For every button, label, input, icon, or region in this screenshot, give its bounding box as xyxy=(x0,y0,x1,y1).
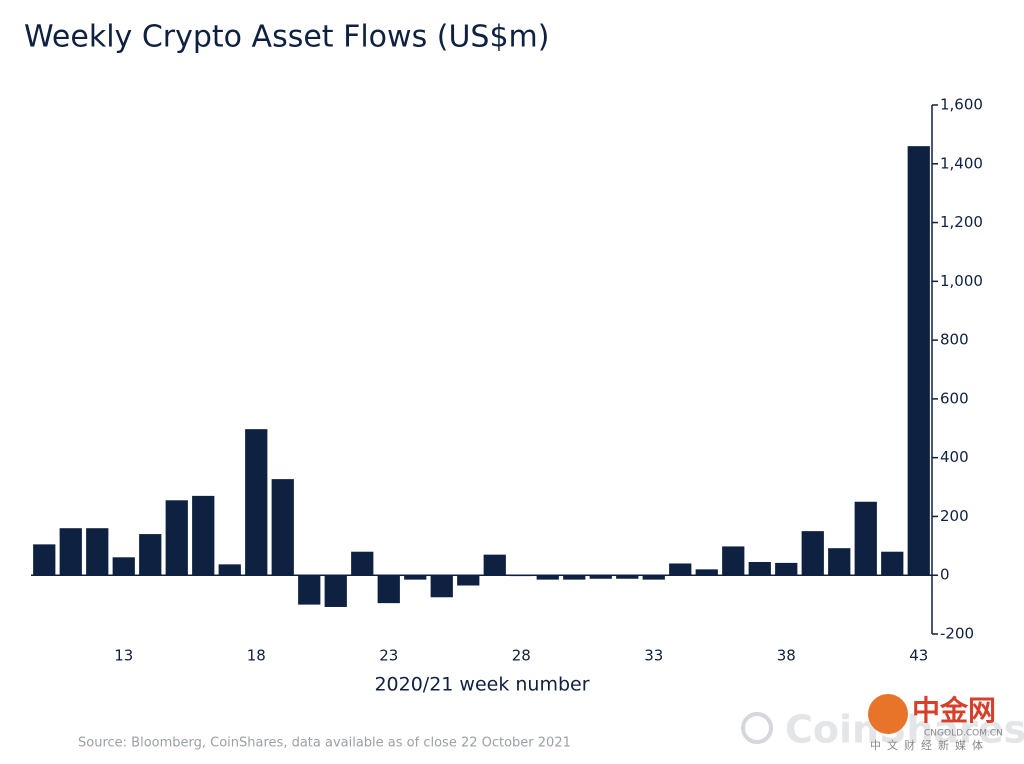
bar xyxy=(218,564,241,576)
bar xyxy=(112,557,135,576)
bar xyxy=(139,534,162,576)
bar xyxy=(510,575,533,577)
x-tick-label: 23 xyxy=(379,647,398,665)
bar xyxy=(377,575,400,604)
bar xyxy=(748,561,771,576)
bar xyxy=(695,569,718,576)
bar xyxy=(563,575,586,580)
watermark-sub: 中文财经新媒体 xyxy=(870,738,989,752)
watermark-icon xyxy=(868,694,908,734)
bar xyxy=(33,544,56,576)
x-tick-label: 38 xyxy=(777,647,796,665)
bar xyxy=(245,429,268,576)
bar xyxy=(669,563,692,576)
bar xyxy=(616,575,639,579)
bar xyxy=(483,554,506,576)
bar xyxy=(775,562,798,576)
bar xyxy=(854,501,877,576)
bar xyxy=(589,575,612,579)
bar xyxy=(59,528,82,576)
bar xyxy=(165,500,188,576)
watermark: 中金网 xyxy=(912,694,996,727)
y-tick-label: 1,400 xyxy=(940,154,983,172)
bar xyxy=(192,495,215,576)
watermark-url: CNGOLD.COM.CN xyxy=(924,729,1003,739)
bar xyxy=(351,551,374,576)
y-tick-label: 0 xyxy=(940,566,950,584)
source-note: Source: Bloomberg, CoinShares, data avai… xyxy=(78,736,571,751)
x-axis-label: 2020/21 week number xyxy=(374,674,589,696)
x-tick-label: 28 xyxy=(512,647,531,665)
bar xyxy=(642,575,665,580)
x-tick-label: 43 xyxy=(909,647,928,665)
y-tick-label: 1,600 xyxy=(940,96,983,114)
bar xyxy=(457,575,480,586)
bar xyxy=(324,575,347,607)
chart-title: Weekly Crypto Asset Flows (US$m) xyxy=(24,20,549,55)
y-tick-label: 400 xyxy=(940,448,969,466)
bar xyxy=(801,531,824,576)
y-tick-label: 800 xyxy=(940,331,969,349)
bar xyxy=(298,575,321,605)
bar xyxy=(86,528,109,576)
y-tick-label: 1,000 xyxy=(940,272,983,290)
bar xyxy=(271,479,294,576)
x-tick-label: 33 xyxy=(644,647,663,665)
y-tick-label: 1,200 xyxy=(940,213,983,231)
y-tick-label: 200 xyxy=(940,507,969,525)
y-tick-label: 600 xyxy=(940,389,969,407)
bar xyxy=(881,551,904,576)
x-tick-label: 18 xyxy=(247,647,266,665)
bar xyxy=(722,546,745,576)
bar xyxy=(404,575,427,580)
bar xyxy=(430,575,453,598)
logo-icon xyxy=(741,712,773,744)
x-tick-label: 13 xyxy=(114,647,133,665)
bar xyxy=(828,548,851,576)
y-tick-label: -200 xyxy=(940,625,974,643)
bar xyxy=(536,575,559,580)
bar xyxy=(907,146,930,576)
